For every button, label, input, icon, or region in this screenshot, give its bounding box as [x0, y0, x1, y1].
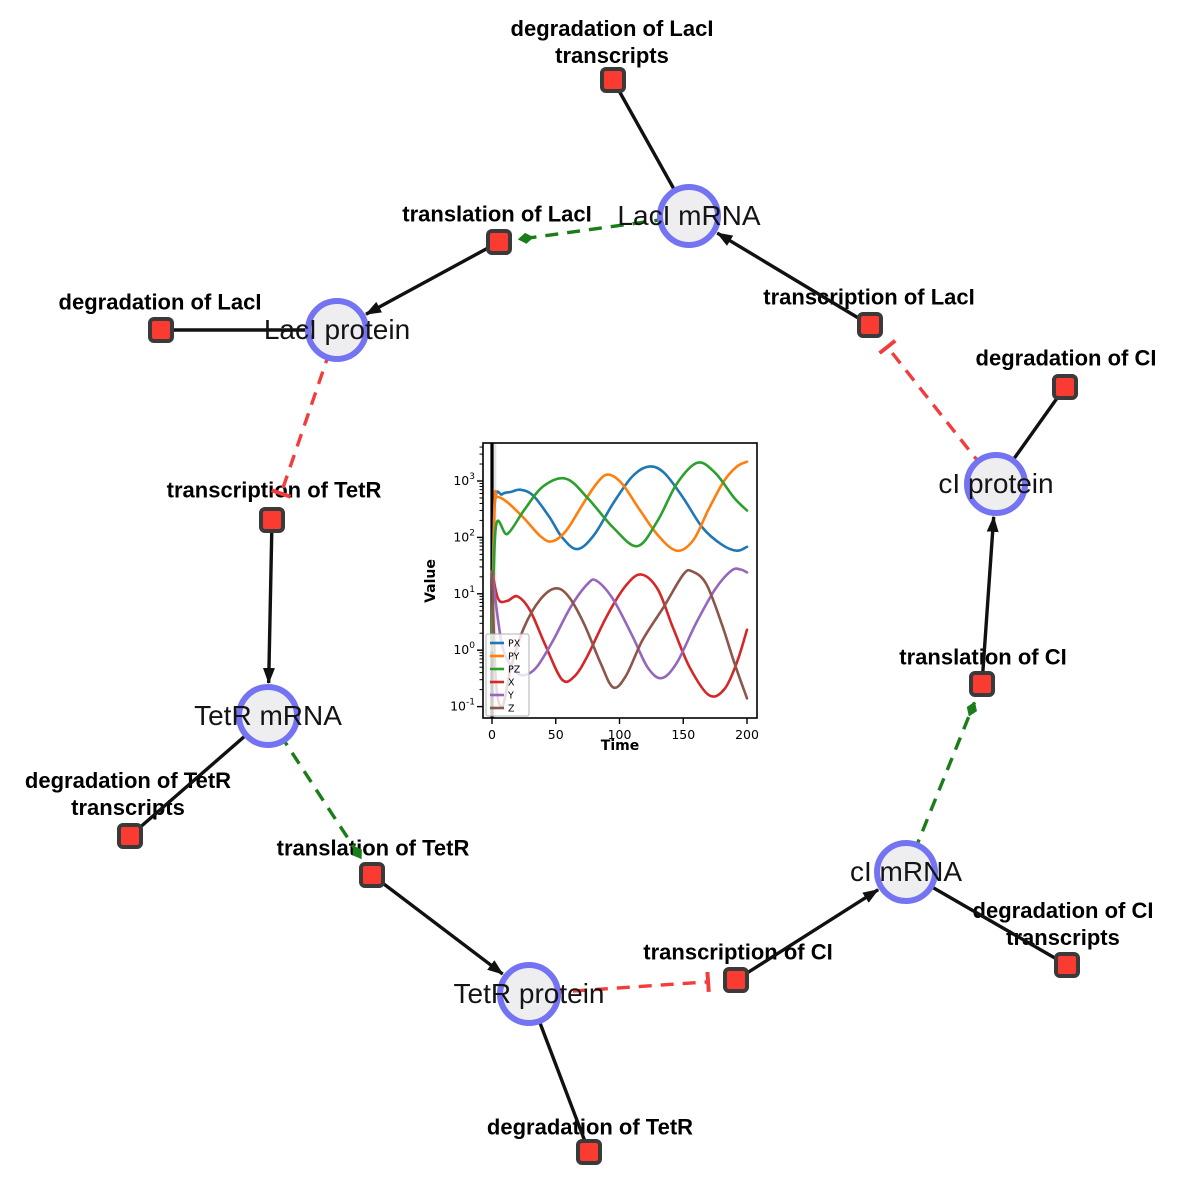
- edge-arrow-translation_tetr-tetr_protein: [370, 873, 504, 976]
- y-tick-label: 100: [453, 641, 475, 657]
- time-series-chart: 0 50 100 150 200 10-1 100 101 102 103 PX PY PZ XYZ Ti…: [415, 433, 770, 763]
- reaction-label-deg_ci: degradation of CI: [975, 345, 1157, 371]
- species-node-tetr_mrna[interactable]: [236, 684, 300, 748]
- x-tick-label: 100: [608, 727, 632, 742]
- edge-arrow-translation_ci-ci_protein: [980, 515, 999, 685]
- reaction-label-transcription_ci: transcription of CI: [643, 939, 833, 965]
- y-tick-label: 101: [453, 585, 475, 601]
- x-tick-label: 150: [671, 727, 695, 742]
- species-label-tetr_mrna: TetR mRNA: [194, 700, 342, 731]
- y-tick-label: 103: [453, 472, 475, 488]
- y-tick-label: 102: [453, 528, 475, 544]
- legend-label-PZ: PZ: [508, 665, 521, 676]
- reaction-label-deg_ci_tx: degradation of CI transcripts: [972, 898, 1154, 950]
- legend-label-Z: Z: [508, 704, 515, 715]
- species-label-laci_protein: LacI protein: [263, 314, 411, 345]
- y-tick-label: 10-1: [450, 698, 475, 714]
- edge-arrow-transcription_tetr-tetr_mrna: [262, 519, 275, 685]
- species-label-ci_protein: cI protein: [938, 468, 1054, 499]
- reaction-node-translation_laci[interactable]: [486, 229, 512, 255]
- x-tick-label: 50: [548, 727, 564, 742]
- reaction-label-deg_laci_tx: degradation of LacI transcripts: [510, 16, 714, 68]
- reaction-node-translation_ci[interactable]: [969, 671, 995, 697]
- reaction-node-deg_ci_tx[interactable]: [1054, 952, 1080, 978]
- edge-arrow-translation_laci-laci_protein: [365, 240, 500, 316]
- reaction-node-transcription_tetr[interactable]: [259, 507, 285, 533]
- reaction-node-deg_ci[interactable]: [1052, 374, 1078, 400]
- edge-arrow-transcription_ci-ci_mrna: [735, 888, 880, 982]
- species-label-tetr_protein: TetR protein: [453, 978, 605, 1009]
- species-node-laci_mrna[interactable]: [657, 184, 721, 248]
- reaction-label-transcription_laci: transcription of LacI: [763, 284, 975, 310]
- reaction-label-deg_tetr: degradation of TetR: [486, 1114, 694, 1140]
- chart-series-Y: [490, 567, 749, 680]
- chart-ylabel: Value: [423, 559, 439, 603]
- reaction-node-transcription_laci[interactable]: [857, 312, 883, 338]
- reaction-label-translation_tetr: translation of TetR: [276, 835, 470, 861]
- species-node-ci_protein[interactable]: [964, 452, 1028, 516]
- chart-series-Z: [490, 568, 749, 709]
- chart-legend: PX PY PZ XYZ: [485, 633, 530, 717]
- species-node-tetr_protein[interactable]: [497, 962, 561, 1026]
- species-node-laci_protein[interactable]: [305, 298, 369, 362]
- reaction-label-deg_tetr_tx: degradation of TetR transcripts: [24, 768, 232, 820]
- chart-series-PZ: [490, 461, 749, 652]
- reaction-label-translation_laci: translation of LacI: [402, 201, 592, 227]
- legend-label-X: X: [508, 678, 515, 689]
- reaction-node-deg_tetr_tx[interactable]: [117, 823, 143, 849]
- reaction-node-transcription_ci[interactable]: [723, 967, 749, 993]
- chart-series-X: [490, 570, 749, 698]
- chart-xlabel: Time: [601, 738, 639, 754]
- legend-label-Y: Y: [507, 691, 514, 702]
- reaction-node-deg_laci_tx[interactable]: [600, 67, 626, 93]
- x-tick-label: 0: [488, 727, 496, 742]
- chart-series-PY: [490, 460, 749, 652]
- x-tick-label: 200: [735, 727, 759, 742]
- reaction-node-translation_tetr[interactable]: [359, 862, 385, 888]
- species-label-ci_mrna: cI mRNA: [850, 856, 962, 887]
- reaction-node-deg_tetr[interactable]: [576, 1139, 602, 1165]
- species-node-ci_mrna[interactable]: [874, 840, 938, 904]
- legend-label-PX: PX: [508, 639, 521, 650]
- reaction-label-deg_laci: degradation of LacI: [58, 289, 262, 315]
- reaction-node-deg_laci[interactable]: [148, 317, 174, 343]
- edge-arrow-transcription_laci-laci_mrna: [716, 231, 871, 327]
- legend-label-PY: PY: [508, 652, 520, 663]
- chart-series-PX: [490, 465, 749, 652]
- species-label-laci_mrna: LacI mRNA: [617, 200, 761, 231]
